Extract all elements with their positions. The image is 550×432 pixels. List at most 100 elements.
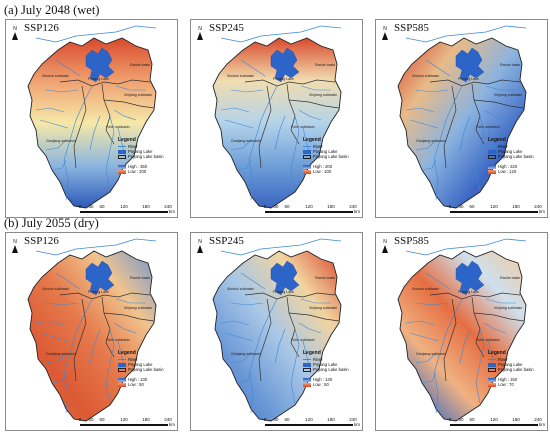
high-swatch — [488, 377, 496, 382]
legend-row-lake: Poyang Lake — [303, 362, 361, 367]
scale-bar: 0 30 60 120 180 240 km — [448, 417, 545, 429]
river-line — [415, 302, 449, 306]
low-swatch — [118, 169, 126, 174]
legend-high-label: High : 130 — [128, 377, 148, 382]
lake-swatch — [118, 149, 126, 154]
subbasin-label-ganjiang: Ganjiang subbasin — [416, 352, 446, 356]
legend-lake-label: Poyang Lake — [128, 149, 153, 154]
subbasin-label-ganjiang: Ganjiang subbasin — [231, 139, 261, 143]
river-line — [290, 328, 300, 404]
lake-swatch — [488, 149, 496, 154]
river-line — [248, 298, 278, 414]
legend-row-high: High : 220 — [488, 164, 546, 169]
basin-map: Xiushui subbasin Poyang Lake Raohe basin Xi… — [27, 25, 157, 209]
scenario-label: SSP585 — [394, 22, 429, 34]
legend-row-low: Low : 50 — [118, 382, 176, 387]
scale-unit: km — [539, 422, 545, 427]
river-line — [35, 25, 157, 43]
scale-tick: 60 — [469, 417, 475, 422]
river-line — [51, 159, 67, 171]
legend-lake-label: Poyang Lake — [313, 362, 338, 367]
high-swatch — [118, 377, 126, 382]
legend-lake-label: Poyang Lake — [498, 362, 523, 367]
river-line — [220, 238, 342, 256]
legend-row-river: River — [488, 144, 546, 149]
river-line — [459, 328, 471, 364]
river-line — [409, 332, 439, 342]
river-line — [425, 59, 451, 77]
river-line — [105, 115, 115, 191]
subbasin-boundary — [429, 79, 521, 87]
subbasin-label-poyang: Poyang Lake — [273, 77, 294, 81]
subbasin-label-raohe: Raohe basin — [130, 63, 150, 67]
scale-tick: 0 — [78, 417, 82, 422]
river-line — [405, 320, 435, 326]
legend-row-high: High : 350 — [118, 164, 176, 169]
north-label: N — [13, 26, 17, 32]
scale-unit: km — [354, 209, 360, 214]
subbasin-boundary — [443, 298, 457, 382]
north-arrow-glyph — [197, 32, 203, 40]
river-line — [45, 89, 79, 93]
legend-low-label: Low : 120 — [498, 169, 517, 174]
river-line — [415, 139, 437, 151]
scale-unit: km — [169, 209, 175, 214]
subbasin-boundary — [473, 312, 525, 322]
map-legend: Legend River Poyang Lake Poyang Lake basin H… — [118, 351, 176, 387]
legend-row-lake: Poyang Lake — [118, 362, 176, 367]
river-line — [405, 238, 527, 256]
subbasin-label-raohe: Raohe basin — [315, 63, 335, 67]
scale-tick: 60 — [284, 417, 290, 422]
legend-river-label: River — [128, 357, 138, 362]
north-arrow-icon: N — [380, 239, 390, 253]
river-line — [409, 119, 439, 129]
subbasin-label-xiushui: Xiushui subbasin — [42, 287, 69, 291]
north-label: N — [13, 239, 17, 245]
river-line — [236, 159, 252, 171]
river-line — [405, 25, 527, 43]
river-swatch — [488, 359, 496, 360]
river-line — [433, 85, 463, 201]
legend-river-label: River — [128, 144, 138, 149]
legend-row-high: High : 130 — [303, 377, 361, 382]
river-line — [224, 332, 254, 342]
scale-tick: 0 — [263, 204, 267, 209]
legend-title: Legend — [303, 137, 321, 143]
scale-tick: 120 — [120, 417, 128, 422]
low-swatch — [303, 382, 311, 387]
basin-map: Xiushui subbasin Poyang Lake Raohe basin Xi… — [212, 238, 342, 422]
legend-lake-label: Poyang Lake — [128, 362, 153, 367]
scenario-label: SSP245 — [209, 235, 244, 247]
legend-row-basin: Poyang Lake basin — [488, 367, 546, 372]
legend-row-basin: Poyang Lake basin — [303, 367, 361, 372]
north-label: N — [383, 239, 387, 245]
subbasin-boundary — [103, 312, 155, 322]
scenario-label: SSP585 — [394, 235, 429, 247]
subbasin-label-poyang: Poyang Lake — [273, 290, 294, 294]
lake-swatch — [488, 362, 496, 367]
legend-river-label: River — [313, 357, 323, 362]
lake-swatch — [303, 362, 311, 367]
legend-basin-label: Poyang Lake basin — [313, 367, 349, 372]
scale-bar-graphic — [450, 424, 538, 426]
river-line — [300, 298, 331, 304]
river-line — [298, 109, 322, 121]
subbasin-label-fuhe: Fuhe subbasin — [106, 338, 130, 342]
scale-bar: 0 30 60 120 180 240 km — [78, 417, 175, 429]
river-line — [55, 272, 81, 290]
subbasin-label-poyang: Poyang Lake — [458, 290, 479, 294]
legend-basin-label: Poyang Lake basin — [498, 367, 534, 372]
river-line — [113, 109, 137, 121]
north-arrow-glyph — [12, 245, 18, 253]
map-panel-b-ssp585: Xiushui subbasin Poyang Lake Raohe basin Xi… — [375, 232, 548, 431]
subbasin-boundary — [73, 85, 87, 169]
scale-unit: km — [354, 422, 360, 427]
scale-tick: 30 — [88, 417, 94, 422]
lake-swatch — [303, 149, 311, 154]
subbasin-boundary — [288, 312, 340, 322]
subbasin-label-xiushui: Xiushui subbasin — [42, 74, 69, 78]
subbasin-boundary — [244, 79, 336, 87]
legend-row-lake: Poyang Lake — [118, 149, 176, 154]
legend-high-label: High : 150 — [498, 377, 518, 382]
scale-tick: 30 — [273, 417, 279, 422]
